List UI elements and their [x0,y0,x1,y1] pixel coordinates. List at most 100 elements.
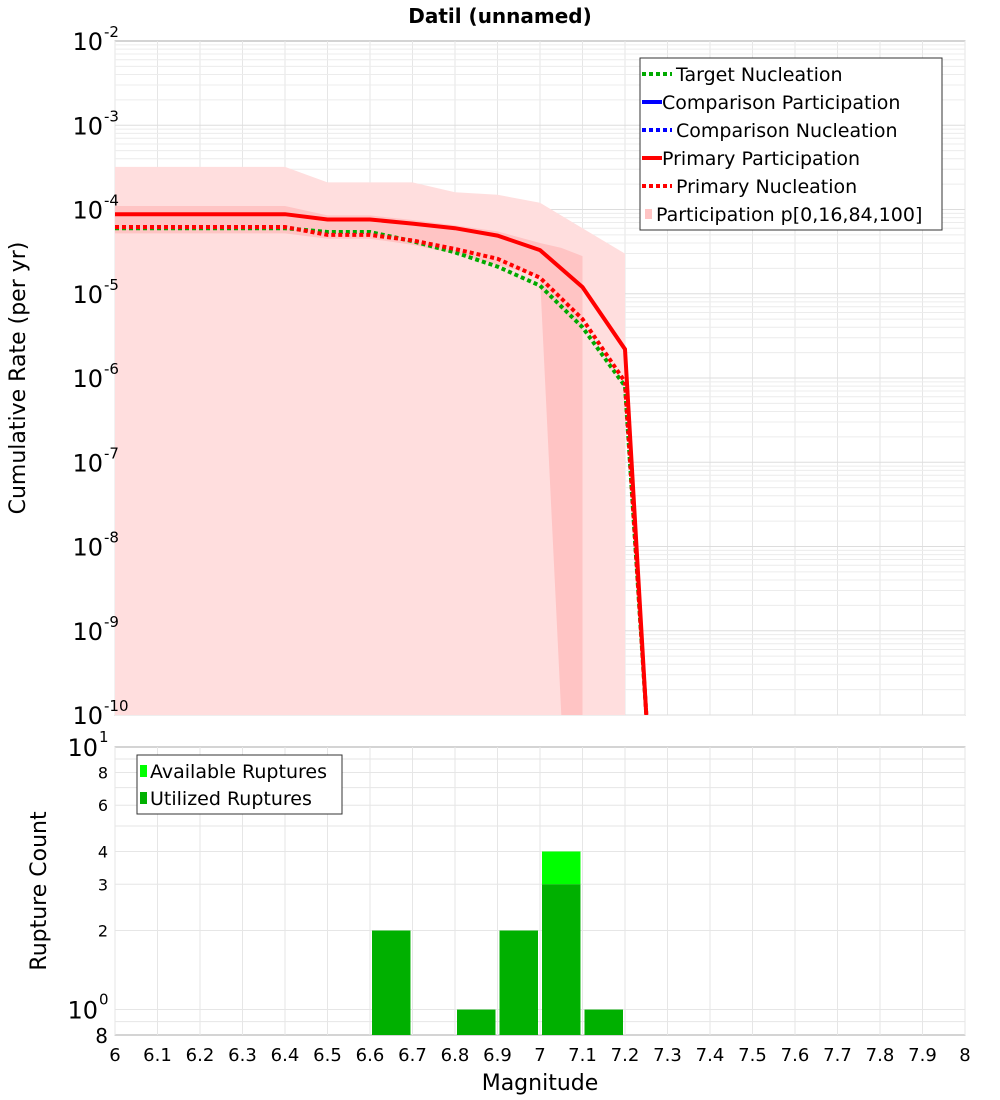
rate-y-tick: 10 -8 [72,529,119,562]
rate-legend-entry: Target Nucleation [642,64,843,86]
x-tick-label: 6.7 [398,1045,427,1066]
rate-legend-label: Primary Nucleation [676,176,857,198]
count-legend-label: Utilized Ruptures [150,788,312,810]
legend-swatch [645,209,652,219]
count-grid [114,747,966,1035]
count-y-tick-exponent: 1 [99,728,109,746]
participation-band-outer [115,166,625,715]
x-tick-label: 7 [534,1045,545,1066]
count-y-tick: 2 [98,922,108,941]
x-tick-label: 7.9 [908,1045,937,1066]
x-tick-label: 7.7 [823,1045,852,1066]
rate-y-tick: 10 -3 [72,107,119,140]
x-tick-label: 7.5 [738,1045,767,1066]
count-y-tick: 8 [98,763,108,782]
series-line-primary-participation [115,212,649,715]
rate-legend-entry: Primary Nucleation [642,176,857,198]
rate-y-tick: 10 -2 [72,23,119,56]
x-tick-label: 6.5 [313,1045,342,1066]
count-y-tick: 4 [98,842,108,861]
rate-y-tick-exponent: -2 [104,23,119,41]
count-legend-entry: Available Ruptures [140,761,327,783]
x-tick-label: 6.8 [441,1045,470,1066]
count-legend-label: Available Ruptures [150,761,327,783]
x-tick-label: 7.4 [696,1045,725,1066]
rate-legend-label: Target Nucleation [675,64,843,86]
rate-legend-entry: Primary Participation [642,148,860,170]
count-y-tick-label: 4 [98,842,108,861]
rate-series-lines [115,212,649,715]
x-tick-label: 7.3 [653,1045,682,1066]
rate-legend-box [639,57,943,231]
rate-y-tick: 10 -10 [72,697,128,730]
count-y-tick: 10 0 [67,991,108,1025]
legend-swatch [140,792,147,804]
rate-legend-label: Comparison Participation [662,92,900,114]
x-tick-label: 8 [959,1045,970,1066]
x-tick-label: 7.6 [781,1045,810,1066]
rate-y-tick-base: 10 [72,618,103,646]
count-legend-entry: Utilized Ruptures [140,788,312,810]
rate-plot: 10-210-310-410-510-610-710-810-910-10 Ta… [72,23,966,730]
rate-y-tick: 10 -5 [72,276,119,309]
rate-y-tick-exponent: -7 [104,444,119,462]
rate-y-tick-base: 10 [72,28,103,56]
bar-utilized [457,1009,496,1035]
count-y-tick-label: 3 [98,875,108,894]
count-y-tick: 10 1 [67,728,108,762]
rate-y-tick-exponent: -5 [104,276,119,294]
count-legend: Available Ruptures Utilized Ruptures [136,754,343,815]
count-y-tick: 3 [98,875,108,894]
rate-y-tick-base: 10 [72,365,103,393]
rate-y-tick: 10 -4 [72,192,119,225]
rate-y-ticks: 10-210-310-410-510-610-710-810-910-10 [72,23,128,730]
x-tick-label: 6.1 [143,1045,172,1066]
rate-y-tick: 10 -6 [72,360,119,393]
rate-y-tick-exponent: -9 [104,613,119,631]
bar-utilized [499,930,538,1035]
bar-utilized [372,930,411,1035]
x-tick-label: 6.9 [483,1045,512,1066]
count-y-tick: 6 [98,796,108,815]
count-y-axis-label: Rupture Count [27,811,52,971]
x-tick-label: 7.8 [866,1045,895,1066]
rate-legend: Target Nucleation Comparison Participatio… [639,57,943,231]
bar-utilized [542,884,581,1035]
count-y-tick-label: 6 [98,796,108,815]
participation-bands [115,166,625,715]
rate-y-tick-base: 10 [72,197,103,225]
count-y-tick-label: 2 [98,922,108,941]
rate-y-tick-base: 10 [72,112,103,140]
legend-swatch [140,765,147,777]
count-y-tick-label: 8 [98,763,108,782]
rate-y-tick-base: 10 [72,281,103,309]
rate-y-tick-exponent: -6 [104,360,119,378]
count-y-tick: 8 [95,1024,108,1048]
rate-y-tick-exponent: -3 [104,107,119,125]
rate-legend-label: Participation p[0,16,84,100] [656,204,922,226]
bar-available [542,851,581,885]
rate-y-tick-exponent: -8 [104,529,119,547]
count-y-tick-base: 10 [67,997,98,1025]
rate-legend-entry: Comparison Nucleation [642,120,898,142]
rate-y-tick-base: 10 [72,534,103,562]
rate-legend-label: Comparison Nucleation [676,120,898,142]
count-legend-box [136,754,343,815]
x-tick-label: 6.4 [271,1045,300,1066]
chart-title: Datil (unnamed) [408,4,592,28]
count-y-tick-exponent: 0 [99,991,109,1009]
x-tick-label: 7.1 [568,1045,597,1066]
magnitude-x-ticks: 6 6.1 6.2 6.3 6.4 6.5 6.6 6.7 6.8 6.9 7 7.1 7.2 7.3 7.… [109,1045,970,1066]
rate-y-tick-exponent: -4 [104,192,119,210]
x-tick-label: 7.2 [611,1045,640,1066]
rate-y-tick-exponent: -10 [104,697,129,715]
count-y-tick-base: 10 [67,734,98,762]
rate-y-tick: 10 -9 [72,613,119,646]
series-line-primary-nucleation [115,225,649,715]
rate-legend-label: Primary Participation [662,148,860,170]
rate-y-axis-label: Cumulative Rate (per yr) [6,242,31,515]
count-y-tick-label: 8 [95,1024,108,1048]
x-tick-label: 6.2 [186,1045,215,1066]
